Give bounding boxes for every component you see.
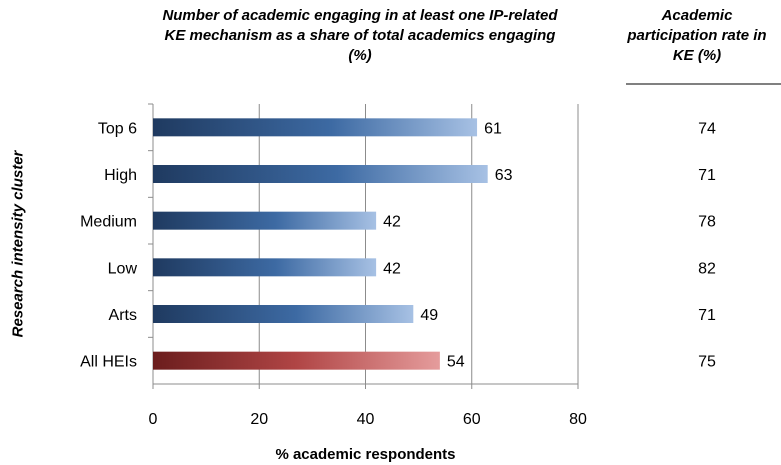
category-label: Medium <box>80 214 137 231</box>
bar-value-label: 61 <box>484 120 502 137</box>
bar-value-label: 42 <box>383 260 401 277</box>
side-column-title: Academic participation rate in KE (%) <box>627 7 767 64</box>
bar-top-6 <box>153 118 478 137</box>
chart-title: Number of academic engaging in at least … <box>162 7 558 64</box>
x-tick-label: 60 <box>463 411 481 428</box>
x-tick-label: 20 <box>250 411 268 428</box>
participation-rate-value: 78 <box>698 214 716 231</box>
bar-value-label: 63 <box>495 167 513 184</box>
bar-all-heis <box>153 351 440 370</box>
participation-rate-value: 71 <box>698 307 716 324</box>
participation-rate-value: 74 <box>698 120 716 137</box>
participation-rate-value: 82 <box>698 260 716 277</box>
category-label: High <box>104 167 137 184</box>
bar-arts <box>153 305 414 323</box>
bar-medium <box>153 211 377 230</box>
x-axis-label: % academic respondents <box>275 446 456 463</box>
bar-high <box>153 165 488 183</box>
x-tick-label: 80 <box>569 411 587 428</box>
category-label: Top 6 <box>98 120 137 137</box>
x-tick-label: 0 <box>149 411 158 428</box>
x-tick-label: 40 <box>357 411 375 428</box>
category-label: Low <box>108 260 138 277</box>
participation-rate-value: 71 <box>698 167 716 184</box>
participation-rate-value: 75 <box>698 354 716 371</box>
bar-value-label: 54 <box>447 354 465 371</box>
bar-low <box>153 258 377 277</box>
bar-value-label: 42 <box>383 214 401 231</box>
category-label: All HEIs <box>80 354 137 371</box>
bar-value-label: 49 <box>420 307 438 324</box>
category-label: Arts <box>109 307 137 324</box>
